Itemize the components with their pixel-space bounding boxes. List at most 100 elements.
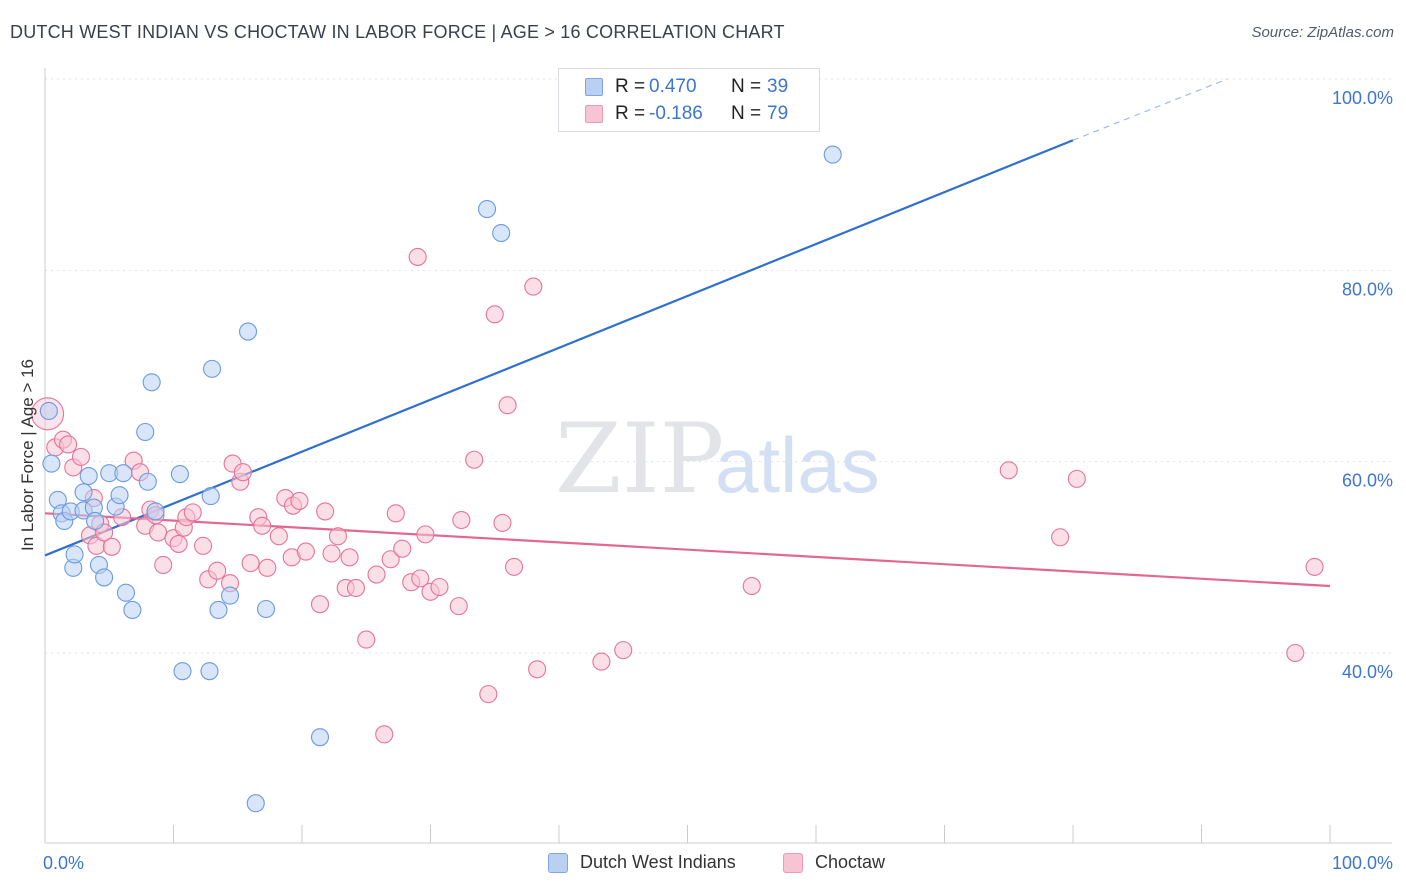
n-label: N = bbox=[731, 76, 762, 97]
data-point-dutch-west-indians bbox=[42, 454, 61, 473]
data-point-choctaw bbox=[416, 525, 435, 544]
data-point-dutch-west-indians bbox=[39, 401, 58, 421]
data-point-choctaw bbox=[1051, 528, 1070, 547]
data-point-choctaw bbox=[449, 597, 468, 616]
data-point-choctaw bbox=[381, 550, 400, 569]
legend-row-choctaw: R = -0.186 N = 79 bbox=[585, 103, 788, 125]
data-point-choctaw bbox=[149, 523, 168, 542]
data-point-choctaw bbox=[367, 565, 386, 584]
trend-line-dutch-west-indians-extension bbox=[1072, 78, 1228, 141]
data-point-dutch-west-indians bbox=[173, 662, 192, 681]
data-point-dutch-west-indians bbox=[123, 600, 142, 620]
y-tick-label: 40.0% bbox=[1342, 662, 1393, 682]
data-point-choctaw bbox=[290, 491, 309, 510]
data-point-dutch-west-indians bbox=[170, 465, 189, 484]
x-tick-label: 100.0% bbox=[1332, 853, 1393, 873]
data-point-choctaw bbox=[310, 595, 330, 614]
data-point-choctaw bbox=[465, 450, 484, 469]
data-point-choctaw bbox=[524, 277, 543, 296]
data-point-choctaw bbox=[411, 569, 430, 588]
data-point-dutch-west-indians bbox=[203, 359, 222, 378]
y-tick-label: 80.0% bbox=[1342, 279, 1393, 299]
data-point-dutch-west-indians bbox=[74, 483, 93, 502]
data-point-choctaw bbox=[430, 577, 449, 597]
data-point-choctaw bbox=[386, 504, 405, 523]
legend-item-dutch-west-indians[interactable]: Dutch West Indians bbox=[548, 852, 736, 873]
data-point-choctaw bbox=[102, 537, 121, 556]
data-point-choctaw bbox=[194, 536, 213, 555]
data-point-choctaw bbox=[233, 463, 252, 482]
data-point-choctaw bbox=[485, 305, 504, 324]
data-point-choctaw bbox=[296, 542, 315, 561]
n-label: N = bbox=[731, 103, 762, 124]
data-point-choctaw bbox=[357, 630, 376, 649]
data-point-dutch-west-indians bbox=[79, 466, 98, 486]
data-point-dutch-west-indians bbox=[477, 200, 497, 219]
data-point-choctaw bbox=[59, 435, 78, 454]
data-point-dutch-west-indians bbox=[492, 223, 511, 243]
n-value: 79 bbox=[767, 103, 789, 124]
data-point-dutch-west-indians bbox=[146, 502, 165, 521]
legend-swatch-blue bbox=[585, 78, 603, 96]
trend-line-dutch-west-indians bbox=[44, 139, 1074, 557]
data-point-choctaw bbox=[479, 685, 498, 704]
data-point-choctaw bbox=[316, 502, 335, 521]
data-point-choctaw bbox=[1286, 643, 1305, 663]
data-point-choctaw bbox=[328, 527, 348, 546]
watermark-zip: ZIP bbox=[555, 403, 724, 515]
r-value: -0.186 bbox=[649, 103, 703, 124]
data-point-dutch-west-indians bbox=[238, 322, 258, 341]
data-point-choctaw bbox=[375, 725, 394, 744]
legend-row-dutch-west-indians: R = 0.470 N = 39 bbox=[585, 76, 788, 98]
r-value: 0.470 bbox=[649, 76, 697, 97]
data-point-dutch-west-indians bbox=[142, 373, 161, 392]
legend-swatch-blue bbox=[548, 852, 568, 873]
data-point-dutch-west-indians bbox=[246, 794, 265, 813]
tick-labels: 100.0% 80.0% 60.0% 40.0% 0.0% 100.0% bbox=[43, 88, 1393, 873]
y-tick-label: 60.0% bbox=[1342, 471, 1393, 491]
data-point-choctaw bbox=[999, 461, 1018, 480]
legend-item-choctaw[interactable]: Choctaw bbox=[783, 852, 885, 873]
legend-swatch-pink bbox=[783, 852, 803, 873]
y-tick-label: 100.0% bbox=[1332, 88, 1393, 108]
data-point-choctaw bbox=[340, 548, 359, 567]
trend-line-choctaw bbox=[44, 512, 1331, 588]
data-point-choctaw bbox=[614, 641, 633, 660]
data-point-dutch-west-indians bbox=[823, 145, 842, 164]
n-value: 39 bbox=[767, 76, 789, 97]
data-point-dutch-west-indians bbox=[114, 464, 133, 483]
x-tick-label: 0.0% bbox=[43, 853, 84, 873]
data-point-dutch-west-indians bbox=[95, 568, 114, 587]
data-point-choctaw bbox=[408, 247, 427, 266]
data-point-dutch-west-indians bbox=[86, 511, 105, 531]
data-point-choctaw bbox=[241, 554, 260, 573]
data-point-choctaw bbox=[1067, 469, 1086, 488]
data-point-dutch-west-indians bbox=[110, 486, 129, 505]
r-label: R = bbox=[615, 103, 646, 124]
data-point-choctaw bbox=[258, 558, 277, 577]
data-point-choctaw bbox=[269, 527, 288, 546]
data-point-dutch-west-indians bbox=[209, 600, 228, 620]
correlation-legend: R = 0.470 N = 39 R = -0.186 N = 79 bbox=[558, 68, 820, 132]
data-point-dutch-west-indians bbox=[201, 487, 220, 506]
data-point-dutch-west-indians bbox=[116, 583, 136, 602]
data-point-choctaw bbox=[322, 544, 341, 563]
source-credit: Source: ZipAtlas.com bbox=[1251, 24, 1394, 41]
data-point-choctaw bbox=[154, 555, 173, 575]
data-point-choctaw bbox=[1305, 557, 1324, 576]
data-points bbox=[31, 145, 1324, 813]
axes bbox=[44, 68, 1392, 844]
data-point-dutch-west-indians bbox=[138, 472, 157, 491]
data-point-dutch-west-indians bbox=[256, 599, 276, 619]
legend-label: Dutch West Indians bbox=[580, 852, 736, 872]
y-axis-label: In Labor Force | Age > 16 bbox=[18, 358, 37, 552]
data-point-choctaw bbox=[71, 447, 91, 466]
data-point-choctaw bbox=[504, 557, 524, 576]
data-point-choctaw bbox=[183, 503, 202, 522]
data-point-choctaw bbox=[346, 578, 366, 597]
data-point-choctaw bbox=[208, 561, 227, 580]
data-point-dutch-west-indians bbox=[200, 662, 219, 681]
chart-title: DUTCH WEST INDIAN VS CHOCTAW IN LABOR FO… bbox=[10, 22, 785, 42]
